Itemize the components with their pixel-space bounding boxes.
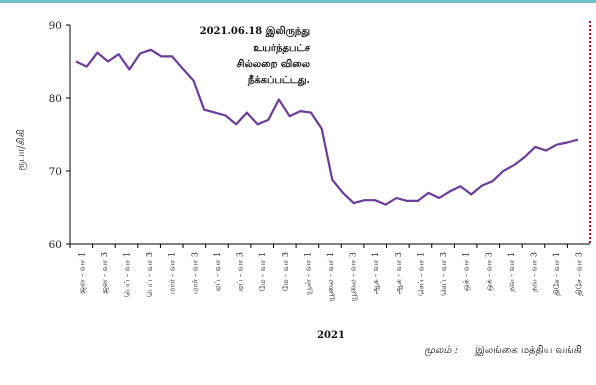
annotation-line-2: உயர்ந்தபட்ச [253, 43, 310, 54]
x-tick-label: யூலை - வா 3 [349, 252, 358, 301]
y-ticks: 60 70 80 90 [49, 20, 70, 251]
x-tick-label: ஒக் - வா 1 [462, 252, 471, 291]
annotation: 2021.06.18 இலிருந்து உயர்ந்தபட்ச சில்லறை… [200, 25, 311, 86]
top-accent-rule [0, 0, 596, 3]
annotation-line-3: சில்லறை விலை [237, 58, 310, 70]
source-text: இலங்கை மத்திய வங்கி [475, 345, 582, 356]
x-axis-title: 2021 [317, 330, 345, 341]
x-tick-label: யூலை - வா 1 [326, 252, 335, 301]
x-tick-label: ஏப் - வா 3 [236, 252, 245, 291]
x-tick-label: மார் - வா 3 [190, 252, 199, 294]
x-tick-label: ஆக - வா 3 [394, 252, 403, 295]
x-tick-label: ஏப் - வா 1 [213, 252, 222, 291]
x-tick-label: ஒக் - வா 3 [484, 252, 493, 291]
x-tick-label: பெப் - வா 1 [123, 252, 132, 297]
x-tick-label: நவ - வா 3 [529, 252, 538, 292]
x-tick-label: யூன் - வா 1 [303, 252, 312, 295]
source-label: மூலம் : [423, 345, 458, 356]
series-line [75, 48, 579, 206]
y-tick-label: 90 [49, 20, 62, 32]
x-tick-label: பெப் - வா 3 [145, 252, 154, 297]
y-tick-label: 60 [49, 239, 62, 251]
y-axis-title: ரூபா/கிகி [16, 129, 27, 171]
x-tick-label: செப் - வா 3 [439, 252, 448, 296]
source-note: மூலம் : இலங்கை மத்திய வங்கி [424, 345, 582, 357]
x-tick-label: நவ - வா 1 [507, 252, 516, 292]
x-tick-label: செப் - வா 1 [416, 252, 425, 296]
x-tick-label: மார் - வா 1 [168, 252, 177, 294]
annotation-line-4: நீக்கப்பட்டது. [247, 74, 310, 86]
annotation-line-1: 2021.06.18 இலிருந்து [200, 25, 310, 37]
x-tick-label: ஜன - வா 3 [100, 252, 110, 294]
y-tick-label: 70 [49, 166, 62, 178]
x-tick-label: ஆக - வா 1 [371, 252, 380, 295]
x-tick-label: ஜன - வா 1 [77, 252, 87, 294]
x-tick-label: மே - வா 1 [258, 252, 267, 291]
y-tick-label: 80 [49, 93, 62, 105]
x-tick-label: மே - வா 3 [281, 252, 290, 291]
x-tick-label: திசே - வா 1 [552, 252, 561, 296]
x-tick-label: திசே - வா 3 [575, 252, 584, 296]
x-ticks: ஜன - வா 1 ஜன - வா 3 பெப் - வா 1 பெப் - வா 3… [69, 244, 584, 301]
